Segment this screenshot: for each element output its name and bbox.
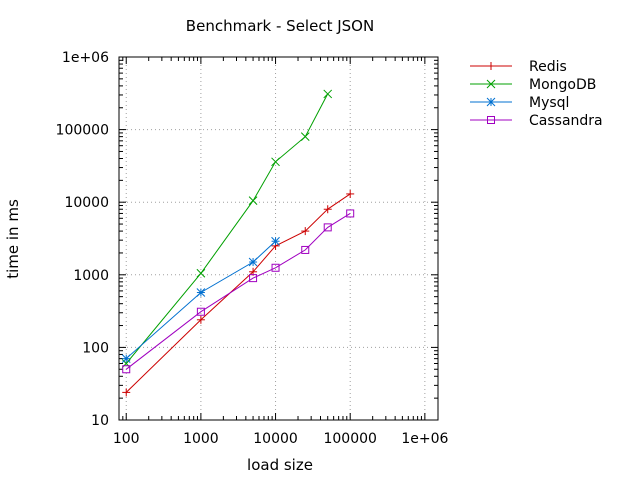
chart-title: Benchmark - Select JSON bbox=[186, 17, 374, 35]
marker-stroke bbox=[249, 274, 258, 283]
x-tick-label: 100 bbox=[113, 431, 140, 447]
marker-stroke bbox=[323, 223, 332, 232]
series-line-cassandra bbox=[125, 212, 351, 370]
marker-stroke bbox=[487, 116, 495, 124]
y-tick-label: 100 bbox=[82, 340, 109, 356]
data-point-mysql bbox=[271, 236, 280, 246]
marker-stroke bbox=[121, 354, 131, 363]
series-line-mysql bbox=[125, 240, 276, 359]
marker-stroke bbox=[271, 157, 280, 167]
legend-marker-redis bbox=[487, 62, 495, 70]
data-point-cassandra bbox=[271, 263, 280, 272]
series-line-redis bbox=[125, 193, 351, 393]
series-line-mongodb bbox=[125, 93, 329, 364]
data-point-cassandra bbox=[196, 307, 205, 316]
marker-stroke bbox=[271, 236, 280, 246]
marker-stroke bbox=[486, 97, 496, 107]
x-tick-label: 100000 bbox=[323, 431, 376, 447]
legend-marker-cassandra bbox=[487, 116, 495, 124]
x-tick-label: 1000 bbox=[183, 431, 219, 447]
data-point-cassandra bbox=[249, 274, 258, 283]
data-point-mongodb bbox=[196, 268, 206, 278]
plot-frame bbox=[118, 56, 439, 421]
marker-stroke bbox=[486, 79, 496, 89]
data-point-cassandra bbox=[122, 365, 131, 374]
marker-stroke bbox=[248, 257, 258, 267]
marker-stroke bbox=[248, 196, 258, 206]
y-tick-label: 100000 bbox=[56, 123, 109, 139]
data-point-cassandra bbox=[323, 223, 332, 232]
marker-stroke bbox=[196, 288, 206, 297]
data-point-mysql bbox=[121, 354, 131, 363]
data-point-cassandra bbox=[301, 245, 310, 254]
data-point-cassandra bbox=[346, 209, 355, 218]
marker-stroke bbox=[196, 307, 205, 316]
marker-stroke bbox=[301, 245, 310, 254]
data-point-redis bbox=[346, 189, 355, 198]
marker-stroke bbox=[271, 263, 280, 272]
legend-marker-mysql bbox=[486, 97, 496, 107]
y-tick-label: 1000 bbox=[73, 268, 109, 284]
legend-label-mysql: Mysql bbox=[529, 95, 569, 111]
data-point-mongodb bbox=[300, 132, 310, 141]
legend-marker-mongodb bbox=[486, 79, 496, 89]
y-axis-label: time in ms bbox=[4, 199, 22, 279]
y-tick-label: 10000 bbox=[64, 195, 109, 211]
y-tick-label: 10 bbox=[91, 413, 109, 429]
data-point-redis bbox=[122, 388, 131, 397]
marker-stroke bbox=[196, 268, 206, 278]
marker-stroke bbox=[300, 132, 310, 141]
data-point-mongodb bbox=[248, 196, 258, 206]
marker-stroke bbox=[122, 365, 131, 374]
data-point-redis bbox=[301, 227, 310, 236]
data-point-mysql bbox=[196, 288, 206, 297]
legend-label-redis: Redis bbox=[529, 59, 567, 75]
data-point-mongodb bbox=[271, 157, 280, 167]
x-tick-label: 1e+06 bbox=[401, 431, 448, 447]
legend-label-mongodb: MongoDB bbox=[529, 77, 596, 93]
legend-label-cassandra: Cassandra bbox=[529, 113, 603, 129]
data-point-redis bbox=[323, 205, 332, 214]
data-point-mysql bbox=[248, 257, 258, 267]
data-point-redis bbox=[196, 315, 205, 324]
x-tick-label: 10000 bbox=[253, 431, 298, 447]
x-axis-label: load size bbox=[247, 456, 313, 474]
marker-stroke bbox=[323, 89, 333, 99]
data-point-mongodb bbox=[323, 89, 333, 99]
y-tick-label: 1e+06 bbox=[62, 50, 109, 66]
marker-stroke bbox=[346, 209, 355, 218]
